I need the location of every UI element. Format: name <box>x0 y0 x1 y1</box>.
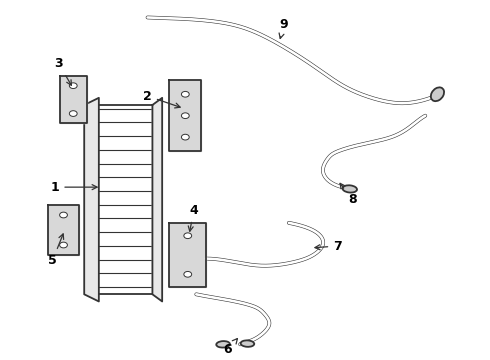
Circle shape <box>60 212 68 218</box>
Circle shape <box>181 91 189 97</box>
Polygon shape <box>60 76 87 123</box>
Text: 7: 7 <box>315 240 342 253</box>
Ellipse shape <box>343 185 357 193</box>
Polygon shape <box>48 205 79 255</box>
Circle shape <box>181 113 189 118</box>
Circle shape <box>181 134 189 140</box>
Circle shape <box>184 233 192 239</box>
Ellipse shape <box>241 340 254 347</box>
Text: 8: 8 <box>340 183 357 206</box>
Text: 6: 6 <box>223 338 238 356</box>
Text: 3: 3 <box>54 57 72 85</box>
Text: 9: 9 <box>279 18 288 39</box>
Text: 2: 2 <box>143 90 180 108</box>
Polygon shape <box>152 98 162 301</box>
Circle shape <box>70 83 77 89</box>
Polygon shape <box>170 223 206 287</box>
Circle shape <box>60 242 68 248</box>
Text: 5: 5 <box>48 234 64 267</box>
Circle shape <box>70 111 77 116</box>
Polygon shape <box>84 98 99 301</box>
Ellipse shape <box>431 87 444 101</box>
Text: 1: 1 <box>50 181 97 194</box>
Circle shape <box>184 271 192 277</box>
Polygon shape <box>170 80 201 152</box>
Ellipse shape <box>216 341 230 347</box>
Text: 4: 4 <box>188 204 198 231</box>
